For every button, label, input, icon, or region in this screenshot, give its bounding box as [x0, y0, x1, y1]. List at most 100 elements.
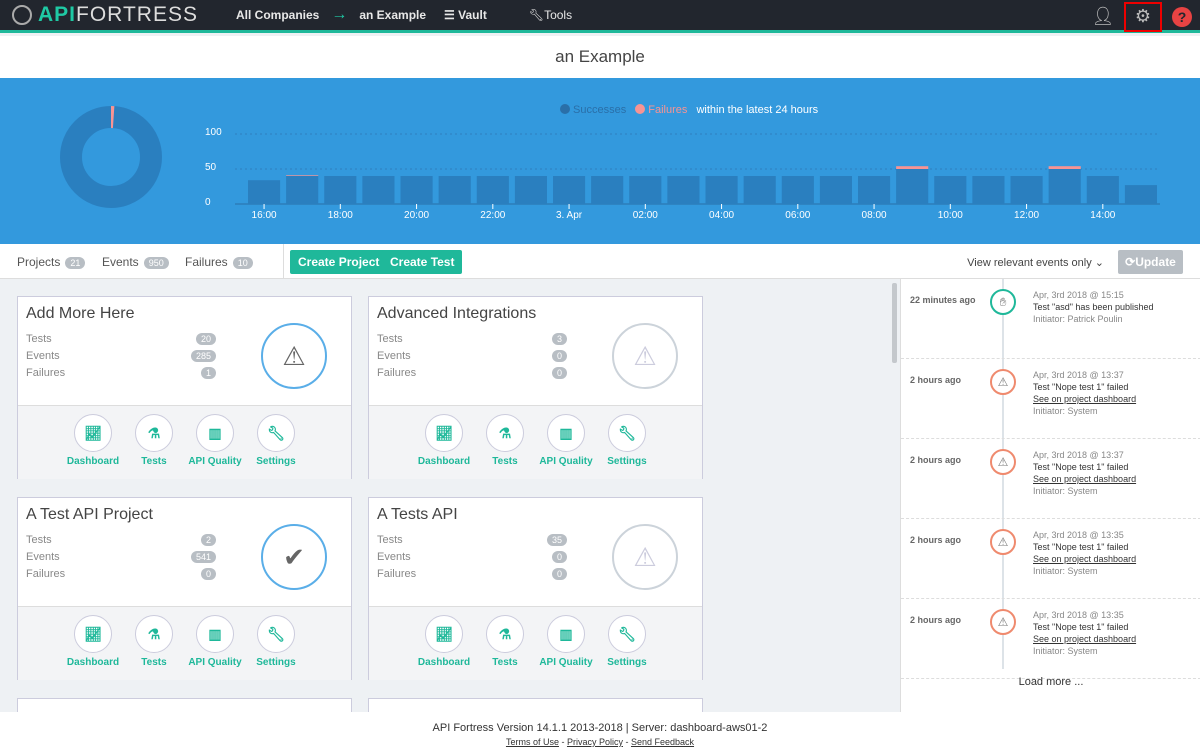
warning-icon: ⚠: [612, 323, 678, 389]
project-dashboard-link[interactable]: See on project dashboard: [1033, 394, 1137, 404]
project-dashboard-link[interactable]: See on project dashboard: [1033, 634, 1137, 644]
privacy-link[interactable]: Privacy Policy: [566, 737, 623, 747]
x-tick-label: 08:00: [861, 210, 887, 221]
bar-successes: [972, 176, 1005, 204]
project-name[interactable]: A Tests API: [377, 506, 458, 523]
tests-button[interactable]: ⚗ Tests: [475, 615, 535, 668]
logo[interactable]: API FORTRESS: [12, 3, 198, 27]
bar-successes: [286, 176, 319, 204]
vault-link[interactable]: ☰ Vault: [444, 8, 487, 22]
feedback-link[interactable]: Send Feedback: [630, 737, 695, 747]
update-button[interactable]: ⟳Update: [1118, 250, 1183, 274]
api_quality-button[interactable]: ▥ API Quality: [185, 615, 245, 668]
project-dashboard-link[interactable]: See on project dashboard: [1033, 554, 1137, 564]
project-name[interactable]: A Test API Project: [26, 506, 153, 523]
page-title: an Example: [0, 36, 1200, 78]
wrench-icon: 🔧︎: [608, 615, 646, 653]
project-card[interactable]: Advanced Integrations Tests 3 Events 0 Failu…: [368, 296, 703, 479]
x-tick-label: 14:00: [1090, 210, 1116, 221]
charts-svg: [60, 106, 1160, 209]
settings-button[interactable]: 🔧︎ Settings: [246, 414, 306, 467]
create-project-button[interactable]: Create Project: [290, 250, 388, 274]
tests-button[interactable]: ⚗ Tests: [124, 615, 184, 668]
bar-successes: [1010, 176, 1043, 204]
project-events: Events 285: [26, 350, 216, 362]
warning-icon: ⚠: [612, 524, 678, 590]
dashboard-button[interactable]: 📈︎ Dashboard: [414, 414, 474, 467]
settings-button[interactable]: 🔧︎ Settings: [597, 615, 657, 668]
tests-button[interactable]: ⚗ Tests: [475, 414, 535, 467]
tests-button[interactable]: ⚗ Tests: [124, 414, 184, 467]
refresh-icon: ⟳: [1125, 255, 1136, 269]
project-events: Events 0: [377, 551, 567, 563]
bar-successes: [324, 176, 357, 204]
bar-successes: [858, 176, 891, 204]
bar-successes: [629, 176, 662, 204]
project-dashboard-link[interactable]: See on project dashboard: [1033, 474, 1137, 484]
api_quality-button[interactable]: ▥ API Quality: [185, 414, 245, 467]
tests-icon: ⚗: [135, 615, 173, 653]
create-test-button[interactable]: Create Test: [382, 250, 463, 274]
dashboard-button[interactable]: 📈︎ Dashboard: [414, 615, 474, 668]
project-name[interactable]: Advanced Integrations: [377, 305, 537, 322]
events-filter-dropdown[interactable]: View relevant events only ⌄: [967, 257, 1104, 269]
project-card[interactable]: Add More Here Tests 20 Events 285 Failures 1 …: [17, 296, 352, 479]
terms-link[interactable]: Terms of Use: [505, 737, 559, 747]
chart-line-icon: 📈︎: [425, 414, 463, 452]
toolbar: Projects 21 Events 950 Failures 10 Create P…: [0, 244, 1200, 279]
y-tick-label: 0: [205, 197, 211, 208]
check-icon: ✔: [261, 524, 327, 590]
bar-successes: [705, 176, 738, 204]
donut-successes: [60, 106, 162, 208]
wrench-icon: 🔧︎: [608, 414, 646, 452]
settings-button[interactable]: 🔧︎ Settings: [246, 615, 306, 668]
x-tick-label: 02:00: [632, 210, 658, 221]
warning-icon: ⚠: [990, 369, 1016, 395]
x-tick-label: 20:00: [404, 210, 430, 221]
settings-button[interactable]: 🔧︎ Settings: [597, 414, 657, 467]
bar-failures: [1048, 166, 1081, 169]
project-tests: Tests 35: [377, 534, 567, 546]
help-icon[interactable]: ?: [1172, 6, 1192, 27]
dashboard-button[interactable]: 📈︎ Dashboard: [63, 615, 123, 668]
legend-successes[interactable]: Successes: [560, 104, 626, 116]
chart-line-icon: 📈︎: [74, 615, 112, 653]
api_quality-button[interactable]: ▥ API Quality: [536, 414, 596, 467]
event-item: 22 minutes ago ✋︎ Apr, 3rd 2018 @ 15:15 T…: [901, 279, 1200, 359]
tests-icon: ⚗: [135, 414, 173, 452]
bar-successes: [743, 176, 776, 204]
projects-count: Projects 21: [17, 255, 86, 269]
project-name[interactable]: Add More Here: [26, 305, 135, 322]
legend-failures[interactable]: Failures: [629, 104, 687, 116]
bar-chart-icon: ▥: [547, 615, 585, 653]
bar-successes: [1124, 185, 1157, 204]
event-item: 2 hours ago ⚠ Apr, 3rd 2018 @ 13:37 Test …: [901, 359, 1200, 439]
load-more-link[interactable]: Load more ...: [1018, 676, 1084, 688]
event-item: 2 hours ago ⚠ Apr, 3rd 2018 @ 13:35 Test …: [901, 519, 1200, 599]
gear-icon[interactable]: ⚙: [1124, 1, 1162, 32]
dashboard-button[interactable]: 📈︎ Dashboard: [63, 414, 123, 467]
x-tick-label: 16:00: [251, 210, 277, 221]
legend-suffix: within the latest 24 hours: [696, 104, 819, 116]
breadcrumb-project[interactable]: an Example: [359, 8, 427, 22]
bar-successes: [781, 176, 814, 204]
project-tests: Tests 20: [26, 333, 216, 345]
project-card[interactable]: A Test API Project Tests 2 Events 541 Failur…: [17, 497, 352, 680]
bar-chart-icon: ▥: [196, 414, 234, 452]
fortress-logo-icon: [12, 5, 32, 25]
bar-successes: [362, 176, 395, 204]
project-card[interactable]: A Tests API Tests 35 Events 0 Failures 0 ⚠ 📈︎…: [368, 497, 703, 680]
scrollbar[interactable]: [892, 283, 897, 363]
arrow-right-icon: →: [331, 6, 348, 23]
warning-icon: ⚠: [261, 323, 327, 389]
bar-successes: [934, 176, 967, 204]
api_quality-button[interactable]: ▥ API Quality: [536, 615, 596, 668]
bar-failures: [896, 166, 929, 169]
project-failures: Failures 1: [26, 367, 216, 379]
user-icon[interactable]: 👤︎: [1091, 6, 1115, 26]
tools-link[interactable]: 🔧︎Tools: [528, 8, 573, 22]
stats-banner: Successes Failures within the latest 24 …: [0, 78, 1200, 244]
chart-legend: Successes Failures within the latest 24 …: [560, 104, 818, 116]
project-failures: Failures 0: [377, 367, 567, 379]
breadcrumb-all-companies[interactable]: All Companies: [235, 8, 320, 22]
